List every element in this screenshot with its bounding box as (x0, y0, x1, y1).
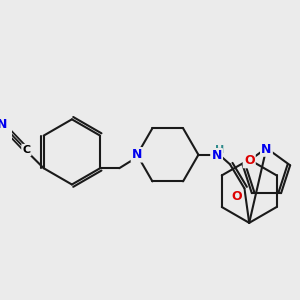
Text: N: N (261, 142, 272, 155)
Text: O: O (244, 154, 254, 167)
Text: N: N (212, 149, 222, 162)
Text: H: H (215, 145, 224, 155)
Text: O: O (231, 190, 242, 202)
Text: N: N (132, 148, 142, 161)
Text: N: N (0, 118, 8, 130)
Text: C: C (22, 145, 31, 155)
